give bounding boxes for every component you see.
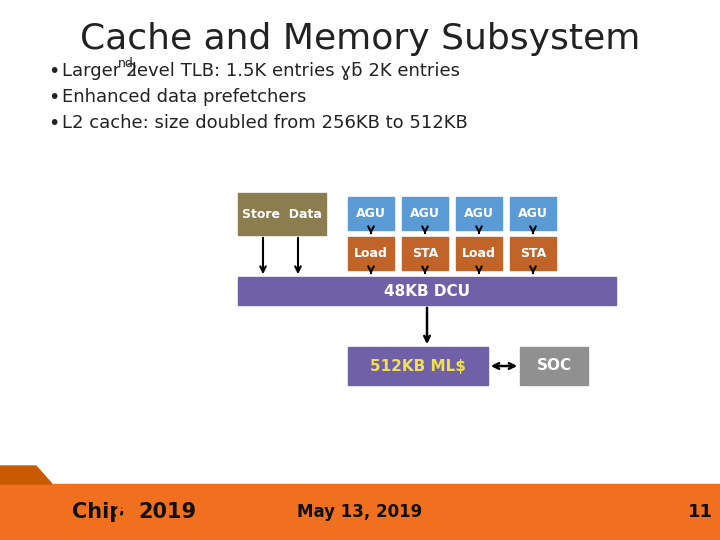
Text: Cache and Memory Subsystem: Cache and Memory Subsystem xyxy=(80,22,640,56)
Bar xyxy=(510,197,556,230)
Text: 2019: 2019 xyxy=(138,502,196,522)
Bar xyxy=(348,197,394,230)
Text: AGU: AGU xyxy=(356,207,386,220)
Polygon shape xyxy=(0,466,52,484)
Bar xyxy=(348,347,488,385)
Text: STA: STA xyxy=(520,247,546,260)
Text: Larger 2: Larger 2 xyxy=(62,62,138,80)
Text: L2 cache: size doubled from 256KB to 512KB: L2 cache: size doubled from 256KB to 512… xyxy=(62,114,468,132)
Text: Store  Data: Store Data xyxy=(242,207,322,220)
Bar xyxy=(510,237,556,270)
Text: •: • xyxy=(48,88,59,107)
Text: 48KB DCU: 48KB DCU xyxy=(384,284,470,299)
Bar xyxy=(456,237,502,270)
Text: 11: 11 xyxy=(688,503,713,521)
Text: level TLB: 1.5K entries ɣƃ 2K entries: level TLB: 1.5K entries ɣƃ 2K entries xyxy=(126,62,460,80)
Text: AGU: AGU xyxy=(518,207,548,220)
Text: Chip: Chip xyxy=(72,502,125,522)
Bar xyxy=(238,193,326,235)
Text: Enhanced data prefetchers: Enhanced data prefetchers xyxy=(62,88,307,106)
Text: STA: STA xyxy=(412,247,438,260)
Text: 512KB ML$: 512KB ML$ xyxy=(370,359,466,374)
Bar xyxy=(348,237,394,270)
Text: AGU: AGU xyxy=(464,207,494,220)
Text: x: x xyxy=(127,502,140,522)
Text: AGU: AGU xyxy=(410,207,440,220)
Text: May 13, 2019: May 13, 2019 xyxy=(297,503,423,521)
Text: nd: nd xyxy=(118,57,134,70)
Text: •: • xyxy=(48,62,59,81)
Bar xyxy=(238,277,616,305)
Text: SOC: SOC xyxy=(536,359,572,374)
Bar xyxy=(0,484,720,540)
Text: Load: Load xyxy=(354,247,388,260)
Text: Load: Load xyxy=(462,247,496,260)
Text: •: • xyxy=(48,114,59,133)
Bar xyxy=(520,347,588,385)
Text: E: E xyxy=(115,502,130,522)
Bar xyxy=(402,197,448,230)
Bar xyxy=(456,197,502,230)
Bar xyxy=(402,237,448,270)
